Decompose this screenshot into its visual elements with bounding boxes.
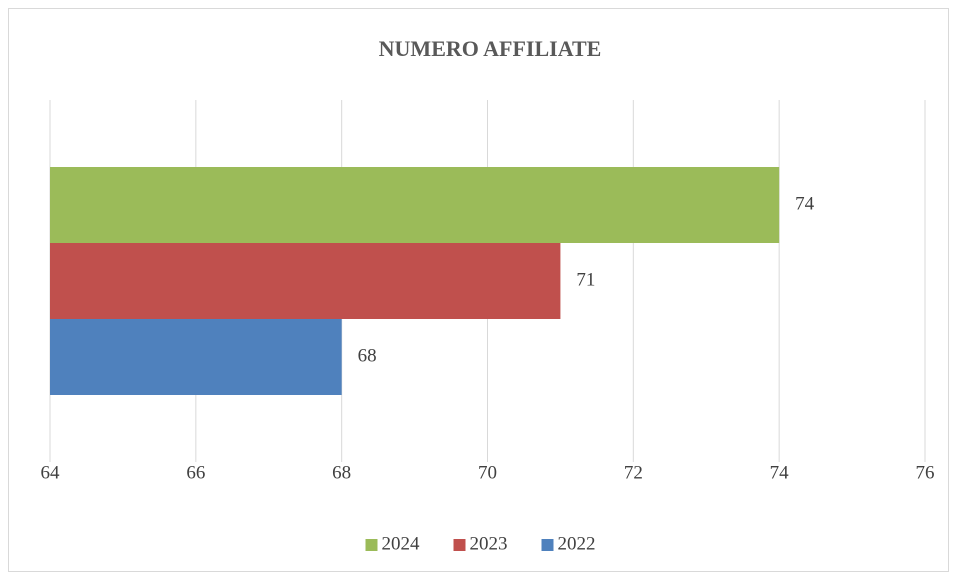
chart-title: NUMERO AFFILIATE xyxy=(379,36,602,61)
legend-label: 2023 xyxy=(470,533,508,554)
bar xyxy=(50,167,780,243)
x-tick-label: 66 xyxy=(186,462,205,483)
bar xyxy=(50,243,561,319)
x-tick-label: 76 xyxy=(916,462,935,483)
x-tick-label: 72 xyxy=(624,462,643,483)
x-tick-label: 74 xyxy=(770,462,790,483)
legend-label: 2022 xyxy=(558,533,596,554)
x-tick-label: 70 xyxy=(478,462,497,483)
legend-swatch xyxy=(365,539,378,551)
data-label: 68 xyxy=(358,345,377,366)
legend-swatch xyxy=(453,539,466,551)
data-label: 71 xyxy=(576,269,595,290)
data-label: 74 xyxy=(795,193,815,214)
bar xyxy=(50,319,342,395)
legend-label: 2024 xyxy=(382,533,421,554)
x-tick-label: 68 xyxy=(332,462,351,483)
x-tick-label: 64 xyxy=(41,462,61,483)
legend-swatch xyxy=(541,539,554,551)
